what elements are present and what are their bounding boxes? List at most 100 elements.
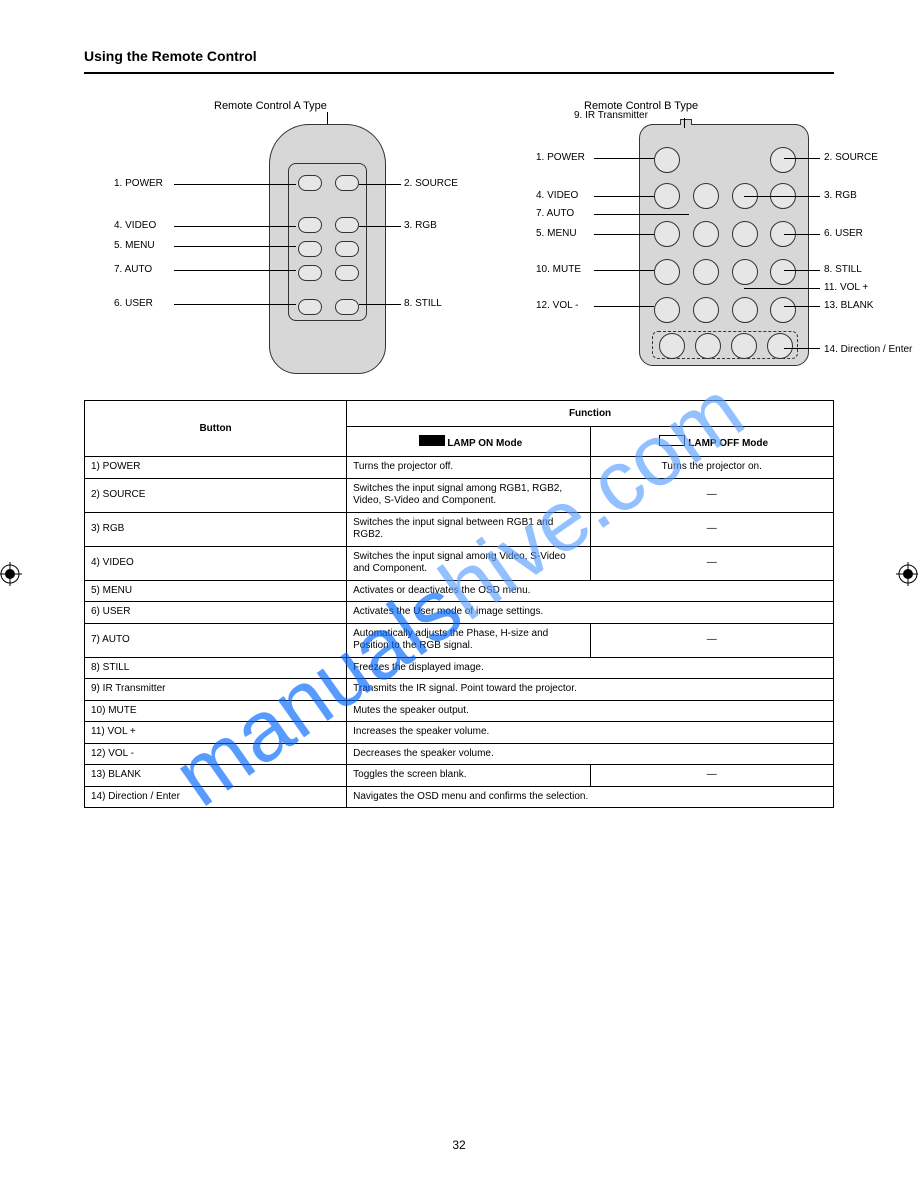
cell-function: Freezes the displayed image. [347,657,834,679]
cell-function-off: — [590,546,833,580]
cell-button: 10) MUTE [85,700,347,722]
btn [298,265,322,281]
cell-function: Mutes the speaker output. [347,700,834,722]
btn [335,241,359,257]
diagram-label: 5. MENU [536,228,577,239]
btn [770,259,796,285]
cell-button: 8) STILL [85,657,347,679]
lead-line [359,184,401,185]
lead-line [744,196,820,197]
cell-button: 12) VOL - [85,743,347,765]
cell-button: 14) Direction / Enter [85,786,347,808]
cell-function-off: Turns the projector on. [590,457,833,479]
th-button: Button [85,401,347,457]
lead-line [594,234,654,235]
table-row: 12) VOL -Decreases the speaker volume. [85,743,834,765]
registration-mark-right [896,562,918,586]
lead-line [594,196,654,197]
lead-line [174,304,296,305]
btn [767,333,793,359]
btn [298,175,322,191]
diagram-label: 6. USER [824,228,863,239]
diagram-label: 14. Direction / Enter [824,344,912,355]
lead-line [174,270,296,271]
table-row: 5) MENUActivates or deactivates the OSD … [85,580,834,602]
diagram-label: 10. MUTE [536,264,581,275]
lead-line [744,288,820,289]
table-row: 2) SOURCESwitches the input signal among… [85,478,834,512]
diagram-label: 2. SOURCE [824,152,878,163]
btn [659,333,685,359]
diagram-label: 7. AUTO [114,264,152,275]
cell-function: Activates the User mode of image setting… [347,602,834,624]
lead-line [594,270,654,271]
diagram-area: Remote Control A Type Remote Control B T… [84,100,834,380]
diagram-label: 2. SOURCE [404,178,458,189]
diagram-label: 3. RGB [404,220,437,231]
lead-line [784,270,820,271]
lead-line [784,306,820,307]
btn [693,221,719,247]
cell-button: 13) BLANK [85,765,347,787]
cell-function-off: — [590,512,833,546]
btn [298,217,322,233]
remote-b [639,124,809,366]
table-row: 10) MUTEMutes the speaker output. [85,700,834,722]
lead-line [784,234,820,235]
cell-button: 3) RGB [85,512,347,546]
lead-line [174,184,296,185]
btn [298,299,322,315]
btn [335,175,359,191]
btn [732,297,758,323]
lead-line [784,348,820,349]
btn [335,217,359,233]
cell-button: 6) USER [85,602,347,624]
table-row: 7) AUTOAutomatically adjusts the Phase, … [85,623,834,657]
diagram-label: 6. USER [114,298,153,309]
table-row: 14) Direction / EnterNavigates the OSD m… [85,786,834,808]
table-row: 4) VIDEOSwitches the input signal among … [85,546,834,580]
btn [693,297,719,323]
lead-line [784,158,820,159]
header-rule [84,72,834,74]
cell-function-on: Switches the input signal among RGB1, RG… [347,478,590,512]
btn [732,221,758,247]
lead-line [684,118,685,128]
lead-line [174,226,296,227]
table-row: 3) RGBSwitches the input signal between … [85,512,834,546]
direction-box [652,331,798,359]
cell-button: 4) VIDEO [85,546,347,580]
th-function: Function [347,401,834,427]
cell-function: Increases the speaker volume. [347,722,834,744]
cell-function: Decreases the speaker volume. [347,743,834,765]
page-title: Using the Remote Control [84,48,257,64]
table-row: 8) STILLFreezes the displayed image. [85,657,834,679]
table-row: 1) POWERTurns the projector off.Turns th… [85,457,834,479]
remote-a-body [269,124,386,374]
cell-button: 2) SOURCE [85,478,347,512]
btn [695,333,721,359]
cell-function-on: Automatically adjusts the Phase, H-size … [347,623,590,657]
ir-nub [680,119,692,125]
lead-line [359,226,401,227]
btn [732,259,758,285]
diagram-label: 12. VOL - [536,300,578,311]
diagram-label: 4. VIDEO [114,220,156,231]
diagram-label: 5. MENU [114,240,155,251]
btn [298,241,322,257]
lead-line [174,246,296,247]
lead-line [359,304,401,305]
diagram-label: 9. IR Transmitter [574,110,648,121]
diagram-label: 13. BLANK [824,300,873,311]
badge-off-icon [659,435,685,446]
cell-function-off: — [590,478,833,512]
btn [654,221,680,247]
cell-button: 5) MENU [85,580,347,602]
function-table-wrap: ButtonFunction LAMP ON Mode LAMP OFF Mod… [84,400,834,1128]
cell-function: Activates or deactivates the OSD menu. [347,580,834,602]
cell-button: 9) IR Transmitter [85,679,347,701]
table-row: 13) BLANKToggles the screen blank.— [85,765,834,787]
diagram-label: 7. AUTO [536,208,574,219]
diagram-label: 8. STILL [404,298,442,309]
cell-function-on: Switches the input signal among Video, S… [347,546,590,580]
